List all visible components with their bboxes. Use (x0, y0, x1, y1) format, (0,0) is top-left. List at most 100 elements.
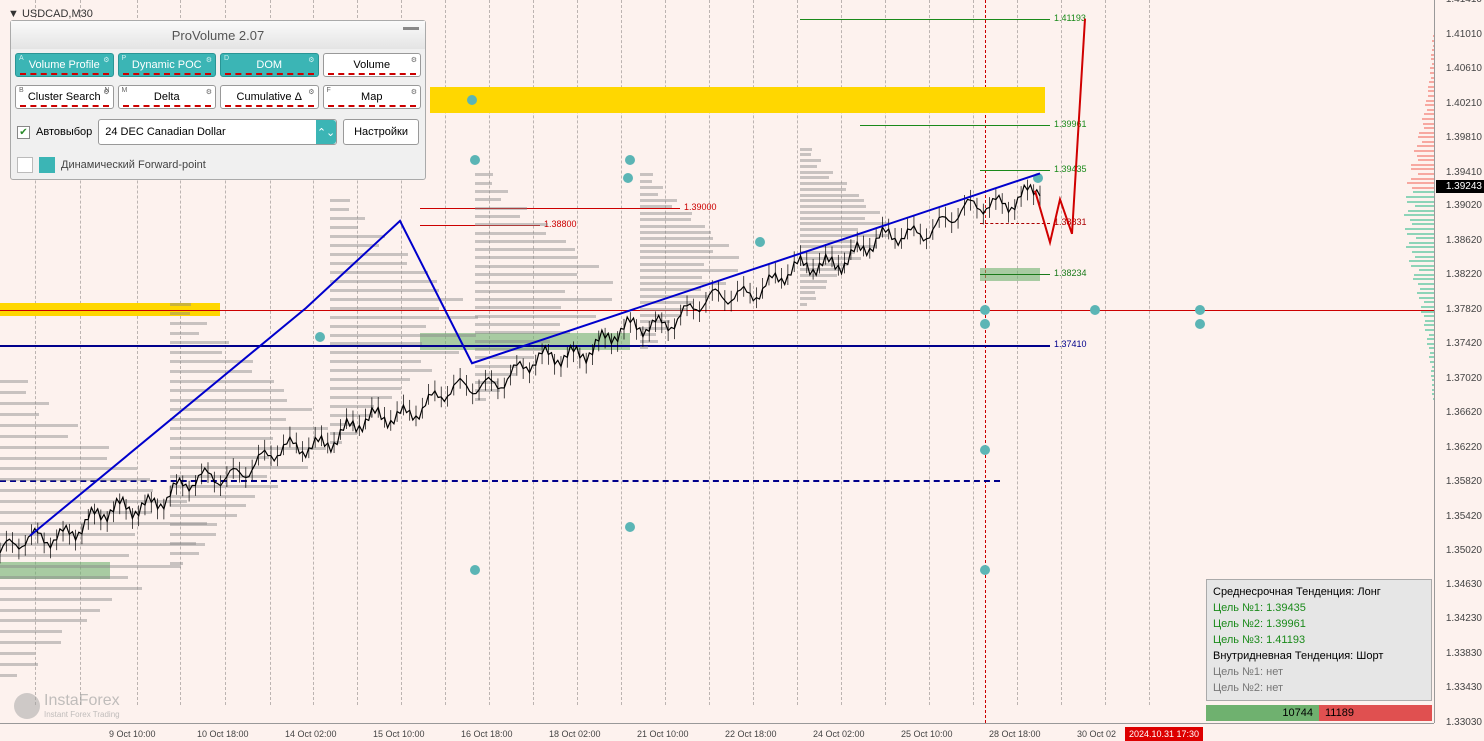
settings-button[interactable]: Настройки (343, 119, 419, 145)
long-target-1: Цель №1: 1.39435 (1213, 600, 1425, 616)
panel-button-dynamic-poc[interactable]: P⚙Dynamic POC (118, 53, 217, 77)
right-profile-bar (1407, 182, 1434, 184)
time-highlight: 2024.10.31 17:30 (1125, 727, 1203, 741)
right-profile-bar (1433, 35, 1434, 37)
right-profile-bar (1432, 40, 1434, 42)
right-profile-bar (1417, 155, 1434, 157)
right-profile-bar (1422, 141, 1434, 143)
panel-button-dom[interactable]: D⚙DOM (220, 53, 319, 77)
right-profile-bar (1409, 260, 1434, 262)
right-profile-bar (1430, 361, 1434, 363)
short-target-2: Цель №2: нет (1213, 680, 1425, 696)
time-tick: 15 Oct 10:00 (373, 729, 425, 739)
btn-label: Cumulative Δ (237, 91, 302, 103)
right-profile-bar (1415, 205, 1434, 207)
right-profile-bar (1404, 214, 1434, 216)
right-profile-bar (1425, 320, 1434, 322)
minimize-icon[interactable] (403, 27, 419, 30)
time-tick: 18 Oct 02:00 (549, 729, 601, 739)
time-tick: 28 Oct 18:00 (989, 729, 1041, 739)
right-profile-bar (1421, 311, 1434, 313)
panel-button-cluster-search[interactable]: BN⚙Cluster Search (15, 85, 114, 109)
intraday-trend: Внутридневная Тенденция: Шорт (1213, 648, 1425, 664)
right-profile-bar (1433, 398, 1434, 400)
right-profile-bar (1430, 67, 1434, 69)
price-tick: 1.34230 (1436, 613, 1482, 624)
panel-row-1: A⚙Volume ProfileP⚙Dynamic POCD⚙DOM⚙Volum… (11, 49, 425, 81)
price-tick: 1.41010 (1436, 29, 1482, 40)
long-target-2: Цель №2: 1.39961 (1213, 616, 1425, 632)
time-tick: 22 Oct 18:00 (725, 729, 777, 739)
right-profile-bar (1429, 356, 1434, 358)
price-tick: 1.37820 (1436, 304, 1482, 315)
right-profile-bar (1425, 329, 1434, 331)
right-profile-bar (1426, 100, 1434, 102)
right-profile-bar (1414, 274, 1434, 276)
auto-checkbox[interactable]: ✔ (17, 126, 30, 139)
right-profile-bar (1412, 223, 1434, 225)
right-profile-bar (1405, 228, 1434, 230)
right-profile-bar (1424, 315, 1434, 317)
vol-green: 10744 (1206, 705, 1319, 721)
volume-footer: 10744 11189 (1206, 705, 1432, 721)
right-profile-bar (1418, 283, 1434, 285)
right-profile-bar (1430, 72, 1434, 74)
price-tick: 1.41410 (1436, 0, 1482, 5)
current-price-marker: 1.39243 (1436, 180, 1484, 193)
right-profile-bar (1424, 127, 1434, 129)
select-arrow-icon[interactable]: ⌃⌄ (316, 120, 336, 144)
swatch-2 (39, 157, 55, 173)
time-tick: 21 Oct 10:00 (637, 729, 689, 739)
price-tick: 1.39810 (1436, 132, 1482, 143)
panel-select-row: ✔ Автовыбор 24 DEC Canadian Dollar ⌃⌄ На… (11, 113, 425, 151)
right-profile-bar (1428, 90, 1434, 92)
right-profile-bar (1408, 210, 1434, 212)
provolume-panel[interactable]: ProVolume 2.07 A⚙Volume ProfileP⚙Dynamic… (10, 20, 426, 180)
brand: InstaForex (44, 692, 120, 709)
panel-titlebar[interactable]: ProVolume 2.07 (11, 21, 425, 49)
right-profile-bar (1433, 45, 1434, 47)
right-profile-bar (1427, 109, 1434, 111)
time-tick: 9 Oct 10:00 (109, 729, 156, 739)
price-tick: 1.33030 (1436, 717, 1482, 728)
right-profile-bar (1428, 95, 1434, 97)
btn-label: Volume Profile (29, 59, 100, 71)
right-profile-bar (1411, 164, 1434, 166)
panel-button-cumulative-δ[interactable]: ⚙Cumulative Δ (220, 85, 319, 109)
right-profile-bar (1432, 63, 1434, 65)
panel-button-volume[interactable]: ⚙Volume (323, 53, 422, 77)
time-tick: 16 Oct 18:00 (461, 729, 513, 739)
right-profile-bar (1424, 301, 1434, 303)
price-tick: 1.35420 (1436, 511, 1482, 522)
panel-button-map[interactable]: F⚙Map (323, 85, 422, 109)
forward-point-label: Динамический Forward-point (61, 159, 206, 171)
right-profile-bar (1418, 159, 1434, 161)
btn-label: Cluster Search (28, 91, 101, 103)
trend-info-box: Среднесрочная Тенденция: Лонг Цель №1: 1… (1206, 579, 1432, 701)
watermark-text: InstaForex Instant Forex Trading (44, 692, 120, 719)
price-tick: 1.35020 (1436, 545, 1482, 556)
globe-icon (14, 693, 40, 719)
right-profile-bar (1422, 118, 1434, 120)
panel-button-delta[interactable]: M⚙Delta (118, 85, 217, 109)
right-profile-bar (1409, 242, 1434, 244)
right-profile-bar (1429, 334, 1434, 336)
price-tick: 1.37420 (1436, 338, 1482, 349)
panel-title: ProVolume 2.07 (172, 28, 265, 43)
contract-value: 24 DEC Canadian Dollar (105, 126, 225, 138)
price-tick: 1.33830 (1436, 648, 1482, 659)
panel-button-volume-profile[interactable]: A⚙Volume Profile (15, 53, 114, 77)
right-profile-bar (1420, 288, 1434, 290)
price-tick: 1.39410 (1436, 167, 1482, 178)
price-tick: 1.33430 (1436, 682, 1482, 693)
right-profile-bar (1431, 58, 1434, 60)
right-profile-bar (1416, 237, 1434, 239)
price-tick: 1.37020 (1436, 373, 1482, 384)
contract-select[interactable]: 24 DEC Canadian Dollar ⌃⌄ (98, 119, 337, 145)
midterm-trend: Среднесрочная Тенденция: Лонг (1213, 584, 1425, 600)
right-profile-bar (1421, 306, 1434, 308)
btn-label: DOM (256, 59, 282, 71)
right-profile-bar (1429, 347, 1434, 349)
price-tick: 1.40610 (1436, 63, 1482, 74)
right-profile-bar (1425, 104, 1434, 106)
